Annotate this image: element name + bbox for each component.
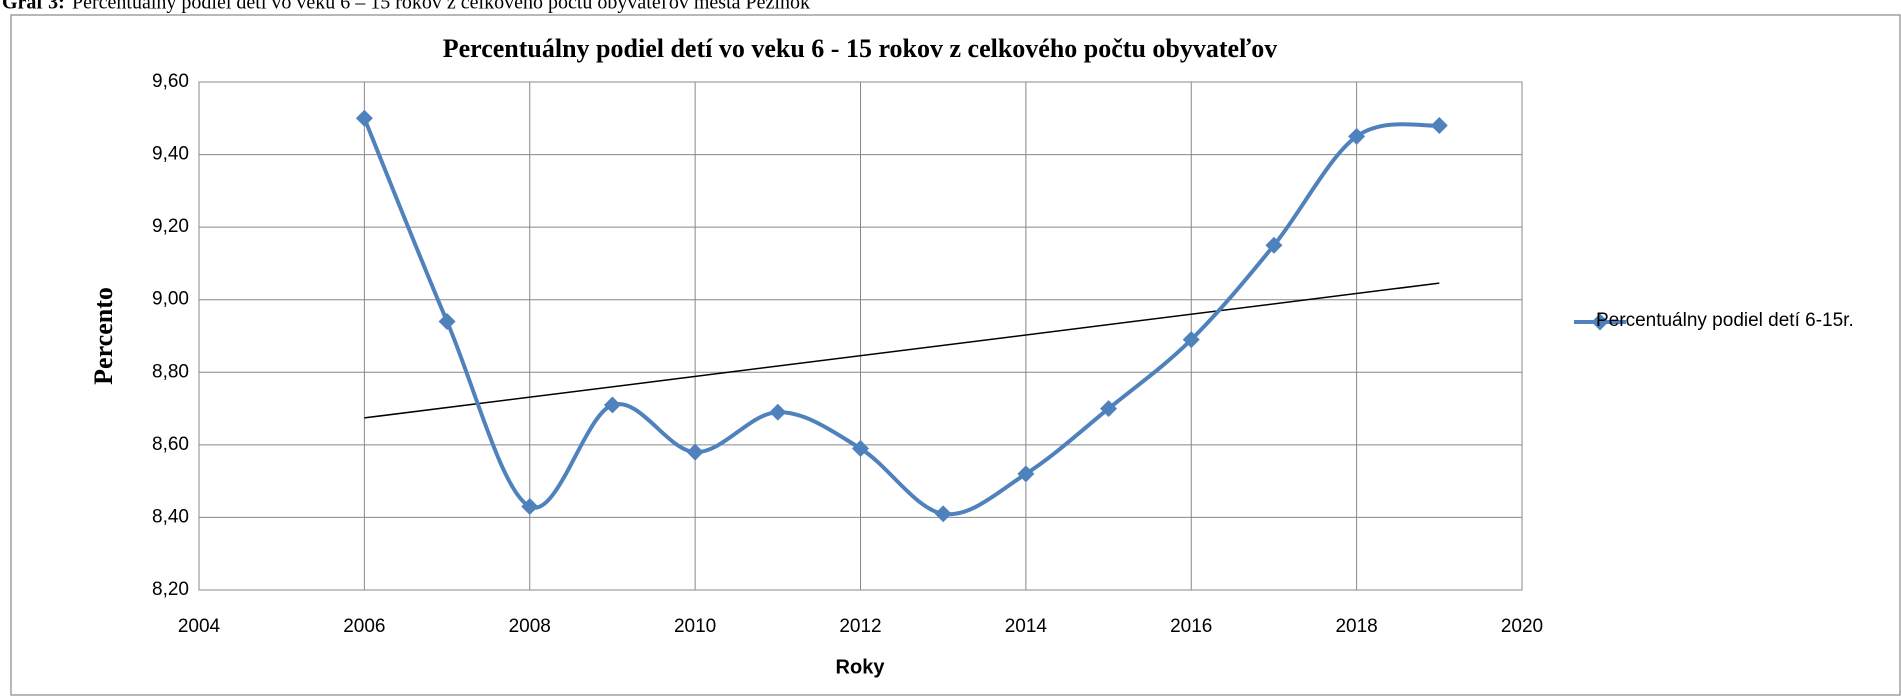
legend-label: Percentuálny podiel detí 6-15r. <box>1596 310 1854 331</box>
data-point <box>769 403 787 421</box>
data-point <box>355 109 373 127</box>
x-tick-label: 2018 <box>1335 616 1377 637</box>
chart-frame <box>10 14 1901 696</box>
x-tick-label: 2014 <box>1005 616 1048 637</box>
data-point <box>521 498 539 516</box>
y-tick-label: 8,80 <box>152 361 189 382</box>
y-tick-label: 9,40 <box>152 144 189 165</box>
y-tick-label: 8,40 <box>152 506 189 527</box>
x-axis-label: Roky <box>836 656 886 678</box>
data-point <box>686 443 704 461</box>
y-axis-label: Percento <box>89 287 118 385</box>
x-tick-label: 2010 <box>674 616 716 637</box>
data-point <box>934 505 952 523</box>
caption: Percentuálny podiel detí vo veku 6 – 15 … <box>72 0 810 14</box>
y-tick-label: 8,60 <box>152 434 189 455</box>
y-tick-label: 8,20 <box>152 579 189 600</box>
y-tick-label: 9,20 <box>152 216 189 237</box>
data-point <box>852 440 869 457</box>
caption-label: Graf 3: <box>2 0 65 14</box>
x-tick-label: 2004 <box>178 616 221 637</box>
chart-title: Percentuálny podiel detí vo veku 6 - 15 … <box>443 34 1278 63</box>
y-tick-label: 9,00 <box>152 289 189 310</box>
x-tick-label: 2016 <box>1170 616 1212 637</box>
x-tick-label: 2008 <box>509 616 551 637</box>
data-point <box>603 396 621 414</box>
x-tick-label: 2006 <box>343 616 385 637</box>
x-tick-label: 2012 <box>839 616 881 637</box>
trendline <box>364 282 1440 419</box>
data-point <box>438 313 456 330</box>
y-tick-label: 9,60 <box>152 71 189 92</box>
x-tick-label: 2020 <box>1501 616 1543 637</box>
